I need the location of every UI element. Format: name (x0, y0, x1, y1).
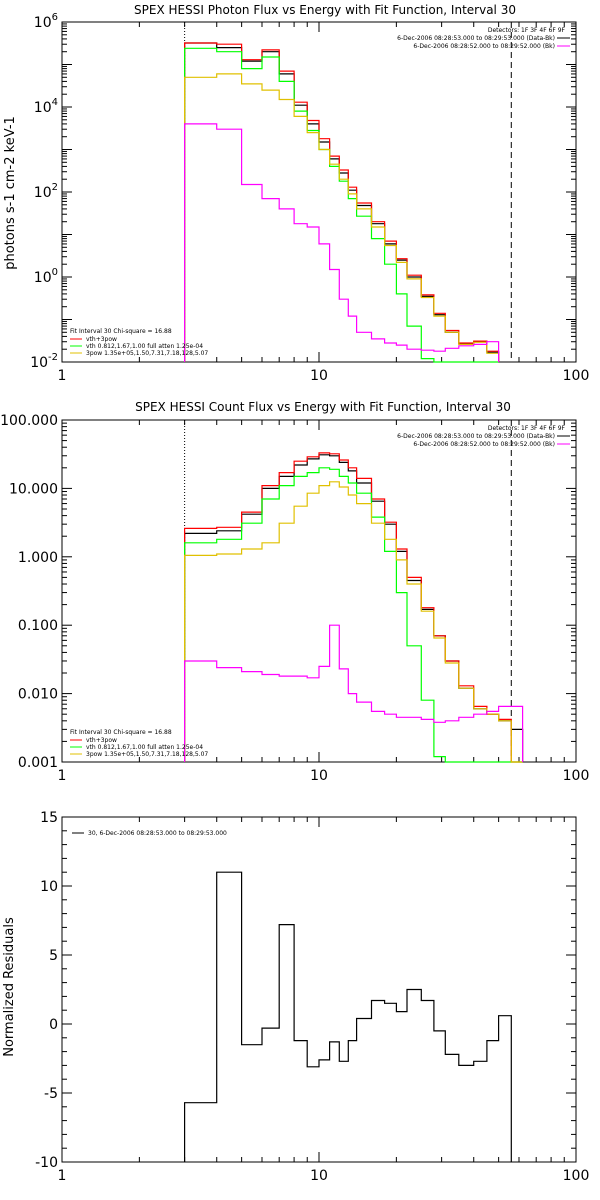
photon-legend-detectors: Detectors: 1F 3F 4F 6F 9F (488, 27, 566, 34)
photon-legend-bk-interval: 6-Dec-2006 08:28:52.000 to 08:29:52.000 … (413, 43, 555, 50)
count-flux-ticks (62, 420, 576, 762)
residuals-plot-frame (61, 816, 577, 1163)
count-legend-vth: vth 0.812,1.67,1.00 full atten 1.25e-04 (86, 744, 203, 751)
residuals-series (184, 871, 512, 1162)
count-flux-legend-bottom-left: Fit Interval 30 Chi-square = 16.88 vth+3… (70, 729, 208, 758)
count-legend-detectors: Detectors: 1F 3F 4F 6F 9F (488, 425, 566, 432)
count-legend-model: vth+3pow (86, 737, 117, 744)
photon-flux-plot-frame (61, 21, 577, 363)
residuals-y-tick-label: 0 (49, 1017, 58, 1033)
count-flux-y-tick-label: 1.000 (18, 550, 58, 566)
photon-flux-legend-top-right: Detectors: 1F 3F 4F 6F 9F 6-Dec-2006 08:… (397, 27, 570, 50)
residuals-y-tick-label: 5 (49, 948, 58, 964)
count-flux-y-tick-label: 10.000 (9, 481, 58, 497)
count-flux-y-tick-label: 0.100 (18, 618, 58, 634)
count-flux-series-2 (184, 467, 523, 763)
photon-flux-series-1 (184, 42, 500, 362)
count-legend-3pow: 3pow 1.35e+05,1.50,7.31,7.18,128,5.07 (86, 751, 208, 758)
photon-flux-y-tick-label: 100 (34, 267, 58, 286)
count-flux-title: SPEX HESSI Count Flux vs Energy with Fit… (135, 400, 511, 414)
residuals-x-tick-label: 1 (58, 1168, 67, 1184)
count-flux-x-tick-label: 10 (310, 768, 328, 784)
photon-flux-series-2 (184, 47, 499, 363)
photon-flux-x-tick-label: 100 (563, 368, 590, 384)
photon-flux-y-tick-label: 104 (34, 97, 58, 116)
photon-flux-series-0 (184, 42, 500, 362)
count-flux-series-3 (184, 481, 523, 763)
photon-flux-y-tick-label: 106 (34, 12, 58, 31)
residuals-series-0 (184, 871, 512, 1162)
photon-legend-model: vth+3pow (86, 336, 117, 343)
photon-flux-y-tick-label: 102 (34, 182, 58, 201)
count-flux-y-tick-labels: 100.000 10.000 1.000 0.100 0.010 0.001 (0, 413, 58, 771)
photon-flux-series-4 (184, 123, 500, 362)
count-legend-bk-interval: 6-Dec-2006 08:28:52.000 to 08:29:52.000 … (413, 441, 555, 448)
residuals-legend: 30, 6-Dec-2006 08:28:53.000 to 08:29:53.… (72, 830, 227, 837)
count-flux-x-tick-label: 1 (58, 768, 67, 784)
count-legend-data-interval: 6-Dec-2006 08:28:53.000 to 08:29:53.000 … (397, 433, 555, 440)
photon-flux-reference-lines (184, 22, 512, 362)
photon-flux-y-tick-labels: 10-2 100 102 104 106 (30, 12, 58, 371)
photon-flux-ylabel-text: photons s-1 cm-2 keV-1 (3, 116, 18, 270)
photon-flux-legend-bottom-left: Fit Interval 30 Chi-square = 16.88 vth+3… (70, 328, 208, 357)
photon-flux-series-3 (184, 73, 500, 362)
count-flux-series-4 (184, 624, 524, 762)
photon-legend-fit-interval: Fit Interval 30 Chi-square = 16.88 (70, 328, 172, 335)
photon-legend-3pow: 3pow 1.35e+05,1.50,7.31,7.18,128,5.07 (86, 350, 208, 357)
photon-legend-vth: vth 0.812,1.67,1.00 full atten 1.25e-04 (86, 343, 203, 350)
count-legend-fit-interval: Fit Interval 30 Chi-square = 16.88 (70, 729, 172, 736)
residuals-y-tick-labels: 15 10 5 0 -5 -10 (35, 810, 58, 1171)
count-flux-series-0 (184, 454, 524, 762)
photon-flux-x-tick-labels: 1 10 100 (58, 368, 590, 384)
residuals-y-tick-label: -10 (35, 1155, 58, 1171)
residuals-y-tick-label: 15 (40, 810, 58, 826)
photon-flux-title: SPEX HESSI Photon Flux vs Energy with Fi… (134, 3, 516, 17)
photon-flux-y-tick-label: 10-2 (30, 352, 58, 371)
residuals-legend-text: 30, 6-Dec-2006 08:28:53.000 to 08:29:53.… (88, 830, 227, 837)
photon-flux-x-tick-label: 10 (310, 368, 328, 384)
residuals-x-tick-label: 100 (563, 1168, 590, 1184)
count-flux-y-tick-label: 0.001 (18, 755, 58, 771)
photon-flux-panel: SPEX HESSI Photon Flux vs Energy with Fi… (3, 3, 589, 384)
residuals-x-tick-labels: 1 10 100 (58, 1168, 590, 1184)
count-flux-legend-top-right: Detectors: 1F 3F 4F 6F 9F 6-Dec-2006 08:… (397, 425, 570, 448)
count-flux-panel: SPEX HESSI Count Flux vs Energy with Fit… (0, 400, 589, 784)
photon-flux-series (184, 42, 500, 363)
count-flux-x-tick-labels: 1 10 100 (58, 768, 590, 784)
residuals-ylabel: Normalized Residuals (2, 917, 17, 1057)
count-flux-series (184, 452, 524, 763)
photon-flux-ticks (62, 22, 576, 362)
photon-flux-x-tick-label: 1 (58, 368, 67, 384)
residuals-x-tick-label: 10 (310, 1168, 328, 1184)
count-flux-y-tick-label: 100.000 (0, 413, 58, 429)
count-flux-series-1 (184, 452, 523, 763)
photon-flux-ylabel: photons s-1 cm-2 keV-1 (3, 116, 18, 270)
residuals-ticks (62, 817, 576, 1162)
count-flux-x-tick-label: 100 (563, 768, 590, 784)
residuals-y-tick-label: -5 (44, 1086, 58, 1102)
count-flux-y-tick-label: 0.010 (18, 687, 58, 703)
photon-legend-data-interval: 6-Dec-2006 08:28:53.000 to 08:29:53.000 … (397, 35, 555, 42)
residuals-y-tick-label: 10 (40, 879, 58, 895)
